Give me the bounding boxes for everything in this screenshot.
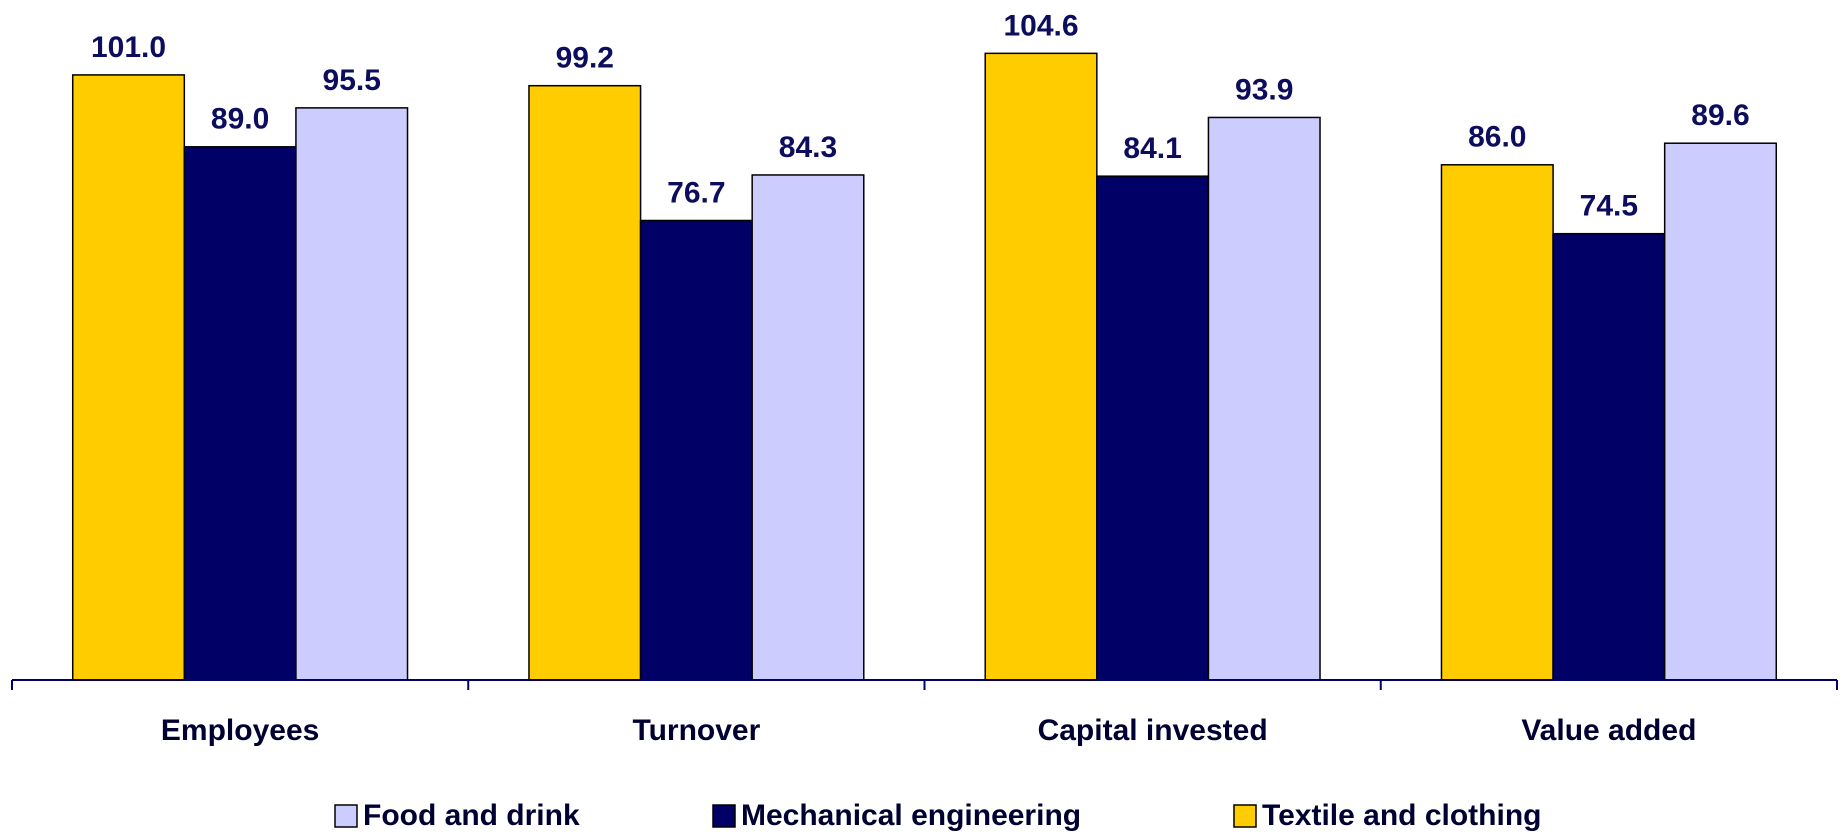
value-label: 84.1 <box>1123 132 1181 165</box>
legend-swatch <box>1233 804 1257 828</box>
value-label: 84.3 <box>779 131 837 164</box>
legend-swatch <box>712 804 736 828</box>
value-label: 89.0 <box>211 103 269 136</box>
legend-swatch <box>334 804 358 828</box>
bar <box>984 52 1098 681</box>
value-label: 95.5 <box>323 64 381 97</box>
bar <box>1096 175 1210 681</box>
legend-label: Mechanical engineering <box>741 799 1081 832</box>
bar <box>639 219 753 681</box>
bar <box>1207 116 1321 681</box>
bar <box>751 174 865 681</box>
value-label: 76.7 <box>667 176 725 209</box>
bar <box>1440 164 1554 681</box>
x-tick-label: Turnover <box>632 714 760 747</box>
value-label: 93.9 <box>1235 73 1293 106</box>
bar <box>1552 232 1666 681</box>
x-tick-label: Value added <box>1521 714 1696 747</box>
x-tick-label: Employees <box>161 714 319 747</box>
bar <box>1663 142 1778 681</box>
legend-label: Textile and clothing <box>1262 799 1541 832</box>
x-tick-label: Capital invested <box>1038 714 1268 747</box>
value-label: 104.6 <box>1003 9 1078 42</box>
value-label: 74.5 <box>1580 190 1638 223</box>
legend-label: Food and drink <box>363 799 580 832</box>
value-label: 99.2 <box>556 42 614 75</box>
bar <box>183 146 297 681</box>
bar <box>295 107 409 681</box>
bar <box>71 74 186 681</box>
value-label: 101.0 <box>91 31 166 64</box>
value-label: 89.6 <box>1691 99 1749 132</box>
value-label: 86.0 <box>1468 121 1526 154</box>
bar <box>528 84 642 681</box>
